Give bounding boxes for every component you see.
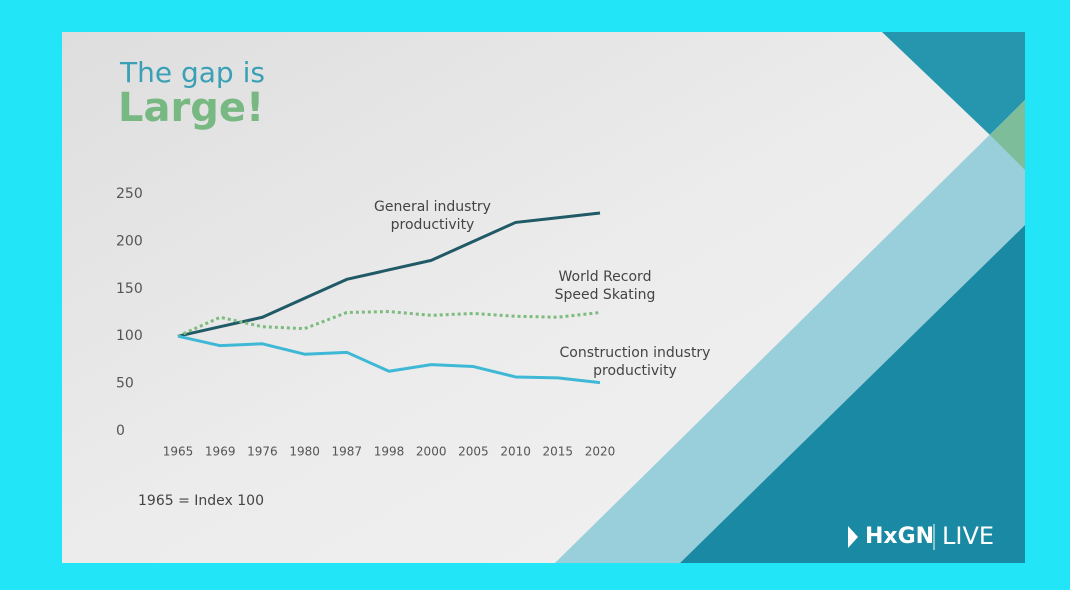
x-tick-label: 1969 bbox=[205, 445, 236, 459]
x-tick-label: 1987 bbox=[332, 445, 363, 459]
y-tick-label: 0 bbox=[116, 423, 125, 439]
series-line bbox=[177, 334, 601, 385]
x-tick-label: 2005 bbox=[458, 445, 489, 459]
x-tick-label: 2000 bbox=[416, 445, 447, 459]
footnote: 1965 = Index 100 bbox=[138, 493, 264, 509]
y-tick-label: 50 bbox=[116, 376, 134, 392]
annotation: World Record Speed Skating bbox=[554, 269, 656, 303]
y-tick-label: 200 bbox=[116, 233, 143, 249]
x-tick-label: 1980 bbox=[289, 445, 320, 459]
x-tick-label: 2020 bbox=[585, 445, 616, 459]
x-tick-label: 1965 bbox=[163, 445, 194, 459]
logo-icon bbox=[848, 526, 858, 548]
annotation: Construction industry productivity bbox=[559, 345, 711, 379]
x-tick-label: 2010 bbox=[500, 445, 531, 459]
series-line bbox=[177, 211, 601, 338]
y-tick-label: 250 bbox=[116, 186, 143, 202]
y-tick-label: 100 bbox=[116, 328, 143, 344]
decor-green bbox=[990, 100, 1025, 170]
decor-band bbox=[555, 100, 1025, 563]
title-line2: Large! bbox=[118, 85, 264, 131]
logo-event: LIVE bbox=[942, 522, 994, 550]
logo-brand: HxGN bbox=[865, 524, 934, 549]
series-line bbox=[177, 310, 601, 338]
x-tick-label: 2015 bbox=[543, 445, 574, 459]
decor-bottom bbox=[680, 225, 1025, 563]
decor-top bbox=[882, 32, 1025, 135]
x-tick-label: 1998 bbox=[374, 445, 405, 459]
title-line1: The gap is bbox=[119, 56, 265, 89]
x-tick-label: 1976 bbox=[247, 445, 278, 459]
annotation: General industry productivity bbox=[374, 199, 491, 233]
y-tick-label: 150 bbox=[116, 281, 143, 297]
